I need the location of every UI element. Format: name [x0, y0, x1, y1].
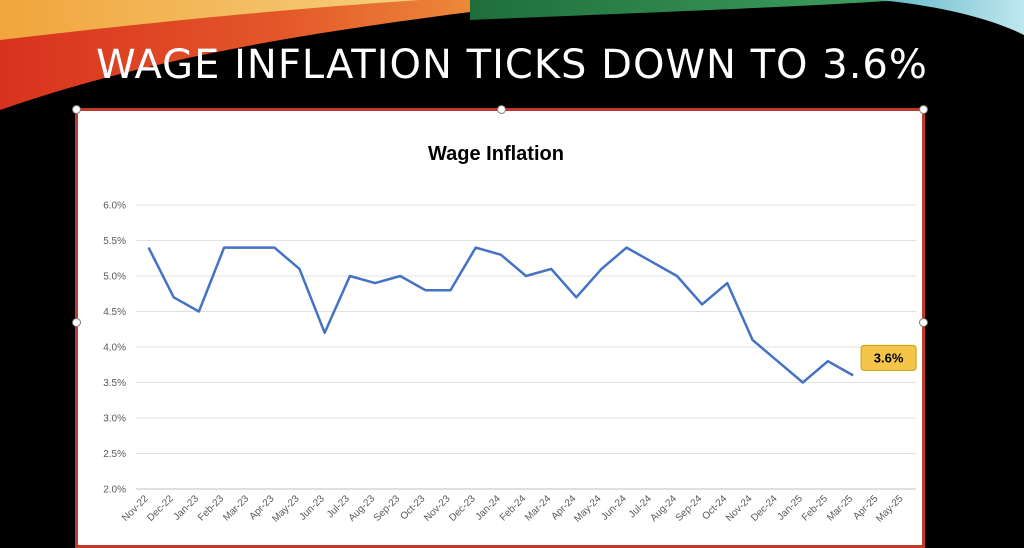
x-tick-label: Sep-24 [674, 493, 705, 524]
y-tick-label: 6.0% [103, 201, 126, 212]
x-tick-label: Jan-23 [172, 493, 202, 523]
callout-label: 3.6% [874, 350, 904, 365]
y-tick-label: 2.0% [103, 485, 126, 496]
x-tick-label: Nov-24 [724, 493, 755, 524]
x-tick-label: Sep-23 [372, 493, 403, 524]
chart-title: Wage Inflation [428, 143, 564, 165]
x-tick-label: Nov-22 [120, 493, 151, 524]
x-tick-label: Jan-24 [474, 493, 504, 523]
y-tick-label: 4.5% [103, 307, 126, 318]
title-band-decoration [0, 0, 1024, 110]
x-tick-label: Aug-23 [347, 493, 378, 524]
y-tick-label: 5.5% [103, 236, 126, 247]
x-tick-label: May-23 [270, 493, 302, 525]
x-tick-label: Jun-23 [297, 493, 327, 523]
x-tick-label: Dec-23 [447, 493, 478, 524]
gridlines [136, 204, 916, 490]
x-tick-label: Nov-23 [422, 493, 453, 524]
x-tick-label: Jun-24 [599, 493, 629, 523]
resize-handle-middle-right[interactable] [919, 318, 928, 327]
x-tick-label: Feb-25 [800, 493, 830, 523]
line-chart: Wage Inflation 2.0% 2.5% 3.0% 3.5% 4.0% 4.5% 5… [103, 143, 917, 525]
x-tick-label: Jan-25 [775, 493, 805, 523]
value-callout: 3.6% [860, 344, 917, 371]
x-tick-label: Dec-22 [145, 493, 176, 524]
y-tick-label: 2.5% [103, 449, 126, 460]
x-tick-label: Dec-24 [749, 493, 780, 524]
x-tick-label: Mar-23 [221, 493, 251, 523]
x-tick-label: Mar-24 [523, 493, 553, 523]
resize-handle-top-right[interactable] [919, 105, 928, 114]
x-tick-label: Feb-23 [196, 493, 226, 523]
x-axis-ticks: Nov-22Dec-22Jan-23Feb-23Mar-23Apr-23May-… [120, 493, 906, 525]
y-tick-label: 4.0% [103, 343, 126, 354]
x-tick-label: May-24 [572, 493, 604, 525]
series-line [147, 246, 854, 384]
x-tick-label: Mar-25 [825, 493, 855, 523]
x-tick-label: Aug-24 [649, 493, 680, 524]
series-layer [147, 246, 854, 384]
x-tick-label: May-25 [874, 493, 906, 525]
resize-handle-top-center[interactable] [497, 105, 506, 114]
y-tick-label: 3.0% [103, 414, 126, 425]
resize-handle-middle-left[interactable] [72, 318, 81, 327]
slide-title: WAGE INFLATION TICKS DOWN TO 3.6% [96, 42, 928, 88]
y-axis-ticks: 2.0% 2.5% 3.0% 3.5% 4.0% 4.5% 5.0% 5.5% 6.0% [103, 201, 126, 496]
resize-handle-top-left[interactable] [72, 105, 81, 114]
callout-box [860, 344, 917, 371]
y-tick-label: 3.5% [103, 378, 126, 389]
y-tick-label: 5.0% [103, 272, 126, 283]
chart-frame[interactable]: Wage Inflation 2.0% 2.5% 3.0% 3.5% 4.0% 4.5% 5… [72, 105, 928, 548]
x-tick-label: Feb-24 [498, 493, 528, 523]
